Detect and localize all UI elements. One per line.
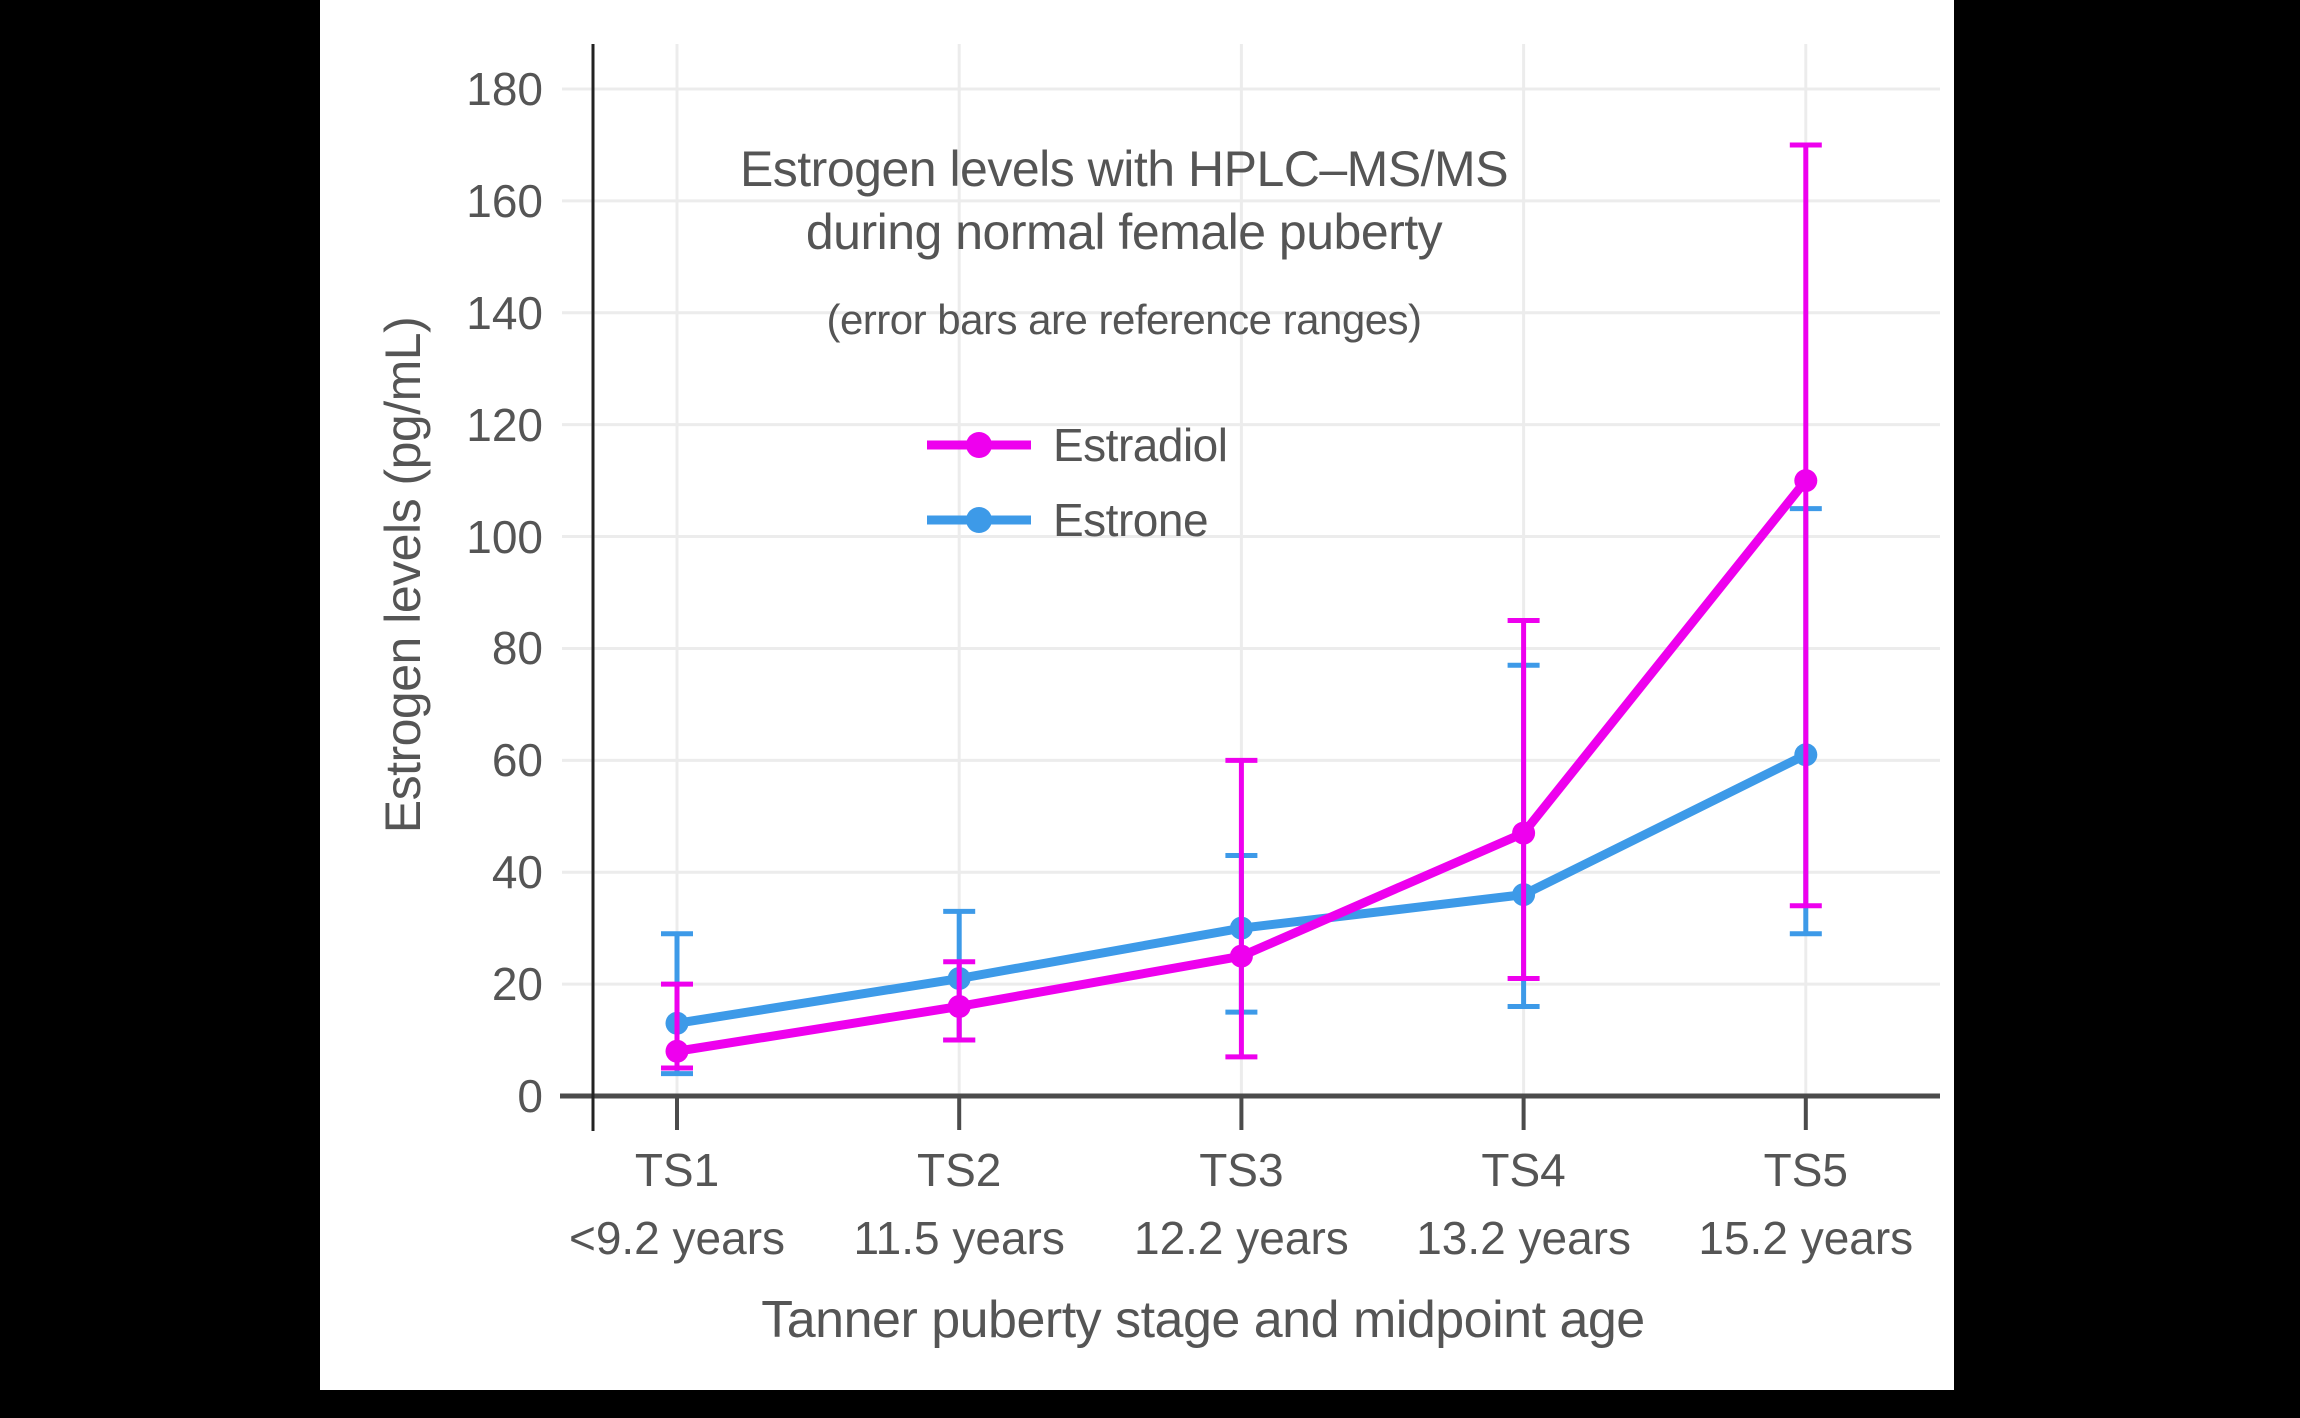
data-point-estradiol-ts2 (947, 994, 971, 1018)
data-point-estradiol-ts4 (1512, 821, 1536, 845)
y-tick-label: 160 (466, 174, 543, 227)
chart-title-line1: Estrogen levels with HPLC–MS/MS (739, 141, 1509, 197)
series-estradiol (661, 142, 1822, 1071)
data-point-estradiol-ts1 (665, 1039, 689, 1063)
x-tick-label-age: 13.2 years (1416, 1212, 1631, 1264)
series-layer (661, 142, 1822, 1077)
y-tick-label: 180 (466, 63, 543, 115)
y-tick-label: 100 (466, 510, 543, 563)
x-axis-title: Tanner puberty stage and midpoint age (761, 1291, 1645, 1349)
x-tick-label-age: 15.2 years (1698, 1212, 1914, 1264)
y-tick-label: 60 (491, 734, 543, 787)
y-tick-label: 120 (466, 398, 543, 451)
legend-item-estradiol: Estradiol (927, 414, 1228, 476)
chart-title-line2: during normal female puberty (805, 204, 1443, 260)
legend-marker-icon (927, 432, 1031, 458)
y-tick-label: 0 (517, 1070, 543, 1122)
chart-subtitle: (error bars are reference ranges) (826, 296, 1422, 343)
y-tick-label: 80 (491, 622, 543, 675)
y-tick-label: 40 (491, 846, 543, 899)
chart-plot-area (560, 44, 1940, 1131)
x-tick-label-stage: TS3 (1199, 1144, 1284, 1196)
x-tick-label-stage: TS5 (1763, 1144, 1848, 1196)
x-tick-label-stage: TS1 (634, 1144, 720, 1196)
legend-dot (966, 507, 992, 533)
chart-title: Estrogen levels with HPLC–MS/MS during n… (524, 138, 1724, 264)
x-tick-label-stage: TS4 (1481, 1144, 1566, 1196)
x-tick-label-stage: TS2 (917, 1144, 1002, 1196)
data-point-estradiol-ts3 (1229, 944, 1253, 968)
y-tick-label: 20 (491, 958, 543, 1011)
legend-item-estrone: Estrone (927, 489, 1209, 551)
y-axis-title: Estrogen levels (pg/mL) (375, 316, 431, 834)
legend-dot (966, 432, 992, 458)
legend-label: Estradiol (1053, 419, 1228, 471)
chart-canvas: Estrogen levels with HPLC–MS/MS during n… (320, 0, 1954, 1390)
axes (560, 44, 1940, 1131)
legend-marker-icon (927, 507, 1031, 533)
y-tick-label: 140 (466, 286, 543, 339)
x-tick-label-age: <9.2 years (568, 1212, 786, 1264)
x-tick-label-age: 11.5 years (853, 1212, 1065, 1264)
legend-label: Estrone (1053, 494, 1209, 546)
data-point-estradiol-ts5 (1794, 469, 1818, 493)
x-tick-label-age: 12.2 years (1133, 1212, 1349, 1264)
